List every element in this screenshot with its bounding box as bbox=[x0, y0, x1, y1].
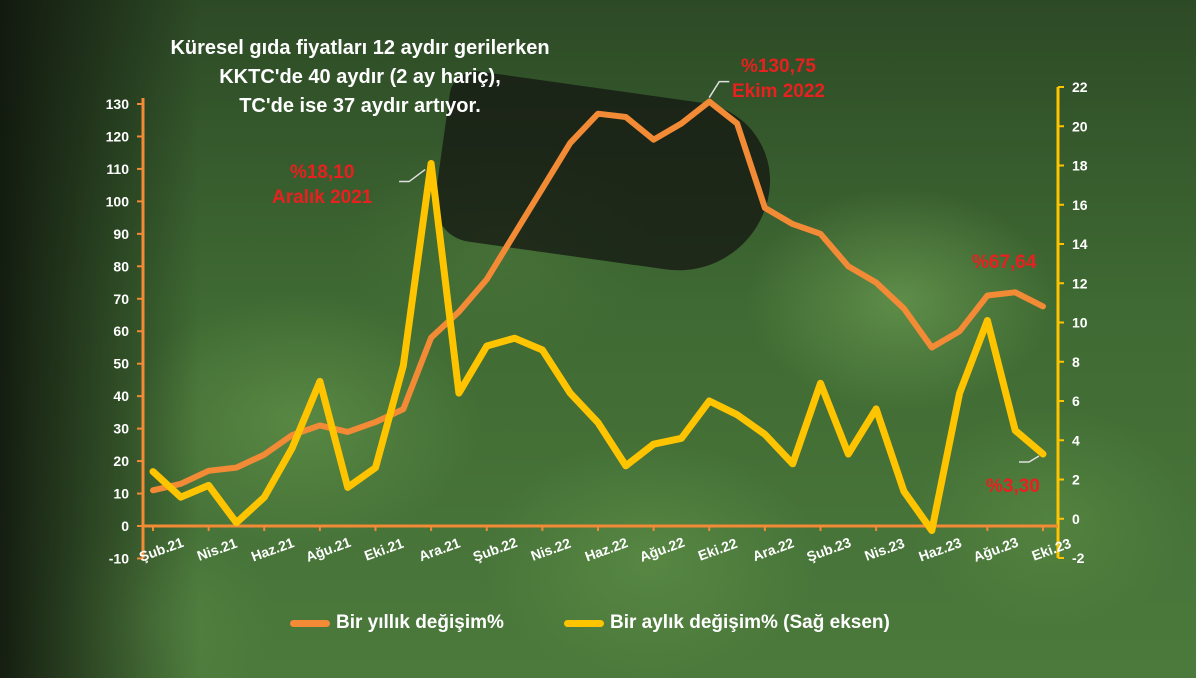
right-tick-label: 18 bbox=[1072, 158, 1088, 174]
x-tick-label: Haz.23 bbox=[916, 534, 963, 564]
x-tick-label: Şub.22 bbox=[471, 534, 520, 565]
left-tick-label: 50 bbox=[113, 356, 129, 372]
left-tick-label: 40 bbox=[113, 388, 129, 404]
legend-item-annual: Bir yıllık değişim% bbox=[290, 612, 504, 634]
left-tick-label: 10 bbox=[113, 486, 129, 502]
callout-oct22: %130,75 Ekim 2022 bbox=[732, 54, 825, 104]
left-tick-label: -10 bbox=[109, 550, 129, 566]
right-tick-label: 0 bbox=[1072, 511, 1080, 527]
x-tick-label: Haz.21 bbox=[249, 534, 296, 564]
right-tick-label: 16 bbox=[1072, 197, 1088, 213]
x-tick-label: Haz.22 bbox=[583, 534, 630, 564]
x-tick-label: Eki.22 bbox=[696, 535, 740, 564]
leader-line-dec21 bbox=[399, 168, 426, 183]
x-tick-label: Nis.21 bbox=[195, 535, 239, 564]
leader-line-oct23 bbox=[1019, 455, 1040, 463]
left-tick-label: 20 bbox=[113, 453, 129, 469]
x-tick-label: Şub.23 bbox=[804, 534, 853, 565]
chart-title-line-2: KKTC'de 40 aydır (2 ay hariç), bbox=[219, 66, 501, 88]
right-tick-label: 8 bbox=[1072, 354, 1080, 370]
x-tick-label: Eki.23 bbox=[1030, 535, 1074, 564]
leader-line-oct22 bbox=[708, 80, 730, 98]
right-tick-label: -2 bbox=[1072, 550, 1085, 566]
chart-title-line-3: TC'de ise 37 aydır artıyor. bbox=[239, 95, 481, 117]
right-tick-label: 20 bbox=[1072, 118, 1088, 134]
chart-title: Küresel gıda fiyatları 12 aydır gerilerk… bbox=[120, 34, 600, 121]
callout-oct22-date: Ekim 2022 bbox=[732, 81, 825, 102]
legend-item-monthly: Bir aylık değişim% (Sağ eksen) bbox=[564, 612, 890, 634]
x-tick-label: Nis.22 bbox=[529, 535, 573, 564]
left-tick-label: 60 bbox=[113, 323, 129, 339]
right-tick-label: 6 bbox=[1072, 393, 1080, 409]
x-tick-label: Ağu.21 bbox=[303, 534, 353, 565]
right-tick-label: 10 bbox=[1072, 315, 1088, 331]
right-tick-label: 14 bbox=[1072, 236, 1088, 252]
right-tick-label: 2 bbox=[1072, 472, 1080, 488]
left-tick-label: 110 bbox=[106, 161, 129, 177]
left-tick-label: 100 bbox=[106, 193, 130, 209]
x-tick-label: Ara.21 bbox=[417, 534, 463, 564]
background-figure-shadow bbox=[0, 0, 200, 678]
right-tick-label: 4 bbox=[1072, 432, 1080, 448]
callout-oct23-annual-value: %67,64 bbox=[972, 252, 1037, 273]
series-line-monthly bbox=[149, 160, 1047, 534]
x-tick-label: Ağu.23 bbox=[971, 534, 1021, 565]
legend-label-annual: Bir yıllık değişim% bbox=[336, 612, 504, 633]
callout-dec21-date: Aralık 2021 bbox=[272, 187, 373, 208]
chart-title-line-1: Küresel gıda fiyatları 12 aydır gerilerk… bbox=[170, 37, 550, 59]
left-tick-label: 80 bbox=[113, 258, 129, 274]
callout-oct23-monthly: %3,30 bbox=[986, 474, 1040, 499]
callout-oct23-monthly-value: %3,30 bbox=[986, 476, 1040, 497]
left-tick-label: 130 bbox=[106, 96, 130, 112]
callout-oct23-annual: %67,64 bbox=[972, 250, 1036, 275]
legend-swatch-monthly bbox=[564, 619, 604, 627]
left-tick-label: 120 bbox=[106, 128, 130, 144]
right-tick-label: 22 bbox=[1072, 79, 1088, 95]
callout-dec21: %18,10 Aralık 2021 bbox=[272, 160, 372, 210]
legend-swatch-annual bbox=[290, 619, 330, 627]
x-tick-label: Nis.23 bbox=[862, 535, 906, 564]
callout-dec21-value: %18,10 bbox=[289, 162, 355, 183]
legend-label-monthly: Bir aylık değişim% (Sağ eksen) bbox=[610, 612, 890, 633]
x-tick-label: Eki.21 bbox=[362, 535, 406, 564]
left-tick-label: 70 bbox=[113, 291, 129, 307]
x-tick-label: Ara.22 bbox=[750, 534, 796, 564]
right-tick-label: 12 bbox=[1072, 275, 1088, 291]
x-tick-label: Ağu.22 bbox=[637, 534, 687, 565]
left-tick-label: 90 bbox=[113, 226, 129, 242]
callout-oct22-value: %130,75 bbox=[740, 56, 816, 77]
left-tick-label: 30 bbox=[113, 421, 129, 437]
left-tick-label: 0 bbox=[121, 518, 129, 534]
